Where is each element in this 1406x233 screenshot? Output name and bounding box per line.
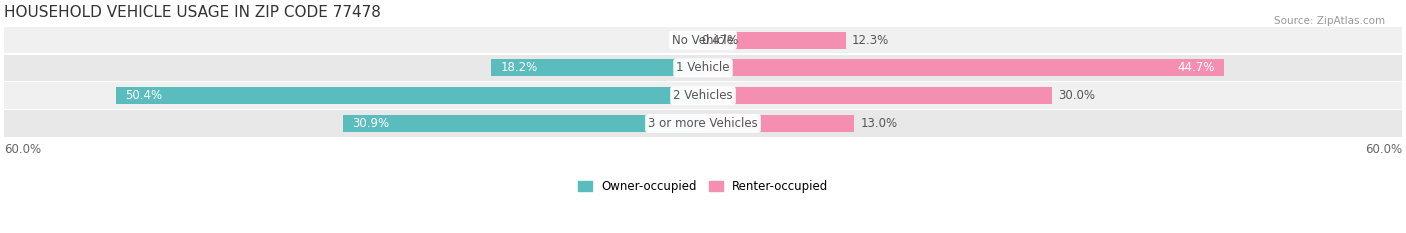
- Bar: [491, 59, 703, 76]
- Bar: [703, 115, 855, 132]
- Text: 60.0%: 60.0%: [1365, 143, 1402, 156]
- Bar: [703, 59, 1223, 76]
- Text: No Vehicle: No Vehicle: [672, 34, 734, 47]
- Bar: [4, 82, 1402, 109]
- Bar: [697, 31, 703, 49]
- Bar: [4, 55, 1402, 81]
- Bar: [703, 31, 846, 49]
- Text: 1 Vehicle: 1 Vehicle: [676, 61, 730, 74]
- Bar: [4, 110, 1402, 137]
- Text: 0.47%: 0.47%: [702, 34, 738, 47]
- Text: 60.0%: 60.0%: [4, 143, 41, 156]
- Text: 30.9%: 30.9%: [353, 117, 389, 130]
- Text: 2 Vehicles: 2 Vehicles: [673, 89, 733, 102]
- Bar: [4, 27, 1402, 53]
- Text: 50.4%: 50.4%: [125, 89, 163, 102]
- Text: HOUSEHOLD VEHICLE USAGE IN ZIP CODE 77478: HOUSEHOLD VEHICLE USAGE IN ZIP CODE 7747…: [4, 5, 381, 20]
- Text: 30.0%: 30.0%: [1059, 89, 1095, 102]
- Bar: [703, 87, 1053, 104]
- Bar: [115, 87, 703, 104]
- Bar: [343, 115, 703, 132]
- Text: 12.3%: 12.3%: [852, 34, 890, 47]
- Text: 18.2%: 18.2%: [501, 61, 537, 74]
- Text: 44.7%: 44.7%: [1177, 61, 1215, 74]
- Text: 3 or more Vehicles: 3 or more Vehicles: [648, 117, 758, 130]
- Text: 13.0%: 13.0%: [860, 117, 897, 130]
- Legend: Owner-occupied, Renter-occupied: Owner-occupied, Renter-occupied: [572, 175, 834, 198]
- Text: Source: ZipAtlas.com: Source: ZipAtlas.com: [1274, 16, 1385, 26]
